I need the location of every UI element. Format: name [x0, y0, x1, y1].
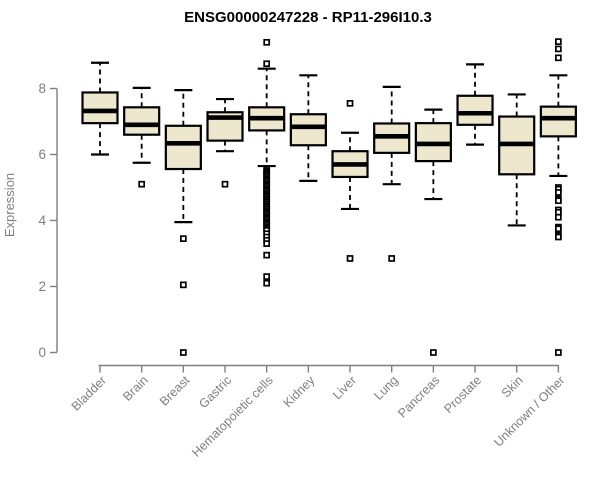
x-tick-label: Bladder [69, 373, 109, 413]
boxplot-lung [373, 85, 411, 262]
box-iqr [289, 113, 327, 147]
outlier-point [263, 279, 271, 287]
outlier-point [221, 180, 229, 188]
outlier-point [555, 349, 562, 356]
boxplot-liver [331, 99, 369, 262]
outlier-point [346, 99, 354, 107]
outlier-point [263, 240, 271, 247]
outlier-point [555, 225, 562, 233]
x-tick-label: Breast [157, 373, 193, 409]
x-tick-label: Kidney [281, 373, 318, 410]
outlier-point [555, 189, 562, 196]
x-tick-label: Liver [330, 373, 359, 402]
boxplot-unknown-other [539, 38, 577, 356]
chart-title: ENSG00000247228 - RP11-296I10.3 [184, 9, 432, 26]
outlier-point [138, 180, 146, 188]
outlier-point [430, 349, 437, 356]
x-tick-label: Skin [499, 373, 526, 400]
x-tick-label: Pancreas [395, 373, 442, 420]
box-iqr [456, 94, 494, 126]
boxplot-skin [498, 93, 536, 227]
x-tick-label: Prostate [441, 373, 484, 416]
box-iqr [539, 105, 577, 138]
outlier-point [179, 349, 187, 356]
outlier-point [555, 233, 562, 241]
boxplot-brain [123, 86, 161, 188]
outlier-point [346, 255, 354, 262]
box-iqr [123, 106, 161, 136]
boxplot-series [81, 38, 577, 356]
y-tick-label: 6 [38, 147, 46, 162]
outlier-point [555, 45, 562, 53]
x-tick-label: Brain [120, 373, 151, 404]
y-tick-label: 2 [38, 279, 46, 294]
y-tick-label: 8 [38, 81, 46, 96]
outlier-point [179, 281, 187, 289]
boxplot-hematopoietic-cells [248, 38, 286, 287]
outlier-point [179, 235, 187, 242]
y-tick-label: 4 [38, 213, 46, 228]
outlier-point [263, 60, 271, 68]
boxplot-kidney [289, 74, 327, 182]
boxplot-breast [164, 89, 202, 356]
boxplot-prostate [456, 63, 494, 146]
y-axis-label: Expression [2, 173, 17, 237]
outlier-point [263, 38, 271, 46]
outlier-point [555, 197, 562, 205]
x-tick-label: Unknown / Other [491, 373, 567, 449]
y-tick-label: 0 [38, 345, 46, 360]
boxplot-pancreas [414, 108, 452, 356]
x-tick-label: Lung [371, 373, 401, 403]
x-tick-label: Gastric [196, 373, 234, 411]
box-iqr [164, 124, 202, 171]
outlier-point [555, 54, 562, 62]
box-iqr [81, 91, 119, 125]
outlier-point [263, 251, 271, 259]
boxplot-bladder [81, 61, 119, 156]
boxplot-gastric [206, 97, 244, 188]
outlier-point [555, 38, 562, 45]
outlier-point [555, 213, 562, 221]
outlier-point [263, 273, 271, 280]
outlier-point [388, 255, 396, 262]
x-tick-label: Hematopoietic cells [189, 373, 276, 460]
